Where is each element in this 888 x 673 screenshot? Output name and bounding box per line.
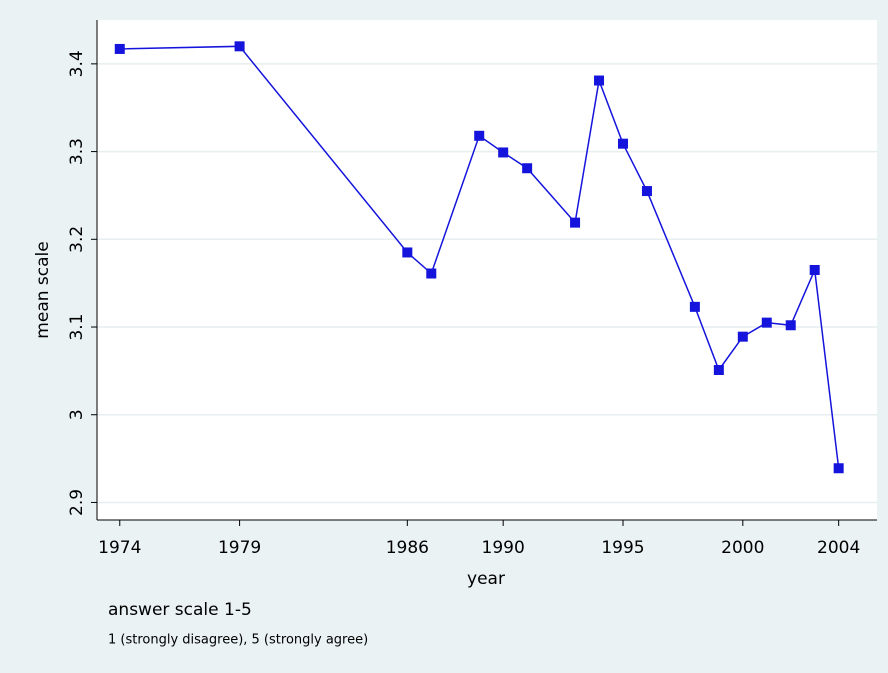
- y-tick-label: 2.9: [67, 489, 87, 516]
- marker: [498, 147, 509, 158]
- x-tick-label: 1990: [482, 538, 525, 558]
- marker: [737, 331, 748, 342]
- y-tick-label: 3.2: [67, 226, 87, 253]
- marker: [570, 217, 581, 228]
- marker: [689, 301, 700, 312]
- marker: [833, 463, 844, 474]
- y-tick-label: 3: [67, 409, 87, 420]
- x-tick-label: 2000: [721, 538, 764, 558]
- note: 1 (strongly disagree), 5 (strongly agree…: [108, 633, 368, 648]
- x-axis-title: year: [467, 569, 505, 589]
- marker: [641, 186, 652, 197]
- marker: [234, 41, 245, 52]
- x-tick-label: 1974: [98, 538, 141, 558]
- marker: [426, 268, 437, 279]
- x-tick-label: 1995: [601, 538, 644, 558]
- marker: [617, 138, 628, 149]
- plot-area: [97, 20, 877, 520]
- marker: [761, 317, 772, 328]
- y-tick-label: 3.1: [67, 313, 87, 340]
- marker: [594, 75, 605, 86]
- y-axis-title: mean scale: [33, 241, 53, 338]
- x-tick-label: 1979: [218, 538, 261, 558]
- marker: [474, 130, 485, 141]
- y-tick-label: 3.3: [67, 138, 87, 165]
- x-tick-label: 1986: [386, 538, 429, 558]
- y-tick-label: 3.4: [67, 50, 87, 77]
- marker: [402, 247, 413, 258]
- x-tick-label: 2004: [817, 538, 860, 558]
- note: answer scale 1-5: [108, 600, 252, 620]
- marker: [809, 265, 820, 275]
- marker: [114, 43, 125, 54]
- marker: [713, 365, 724, 375]
- marker: [522, 163, 533, 174]
- marker: [785, 320, 796, 331]
